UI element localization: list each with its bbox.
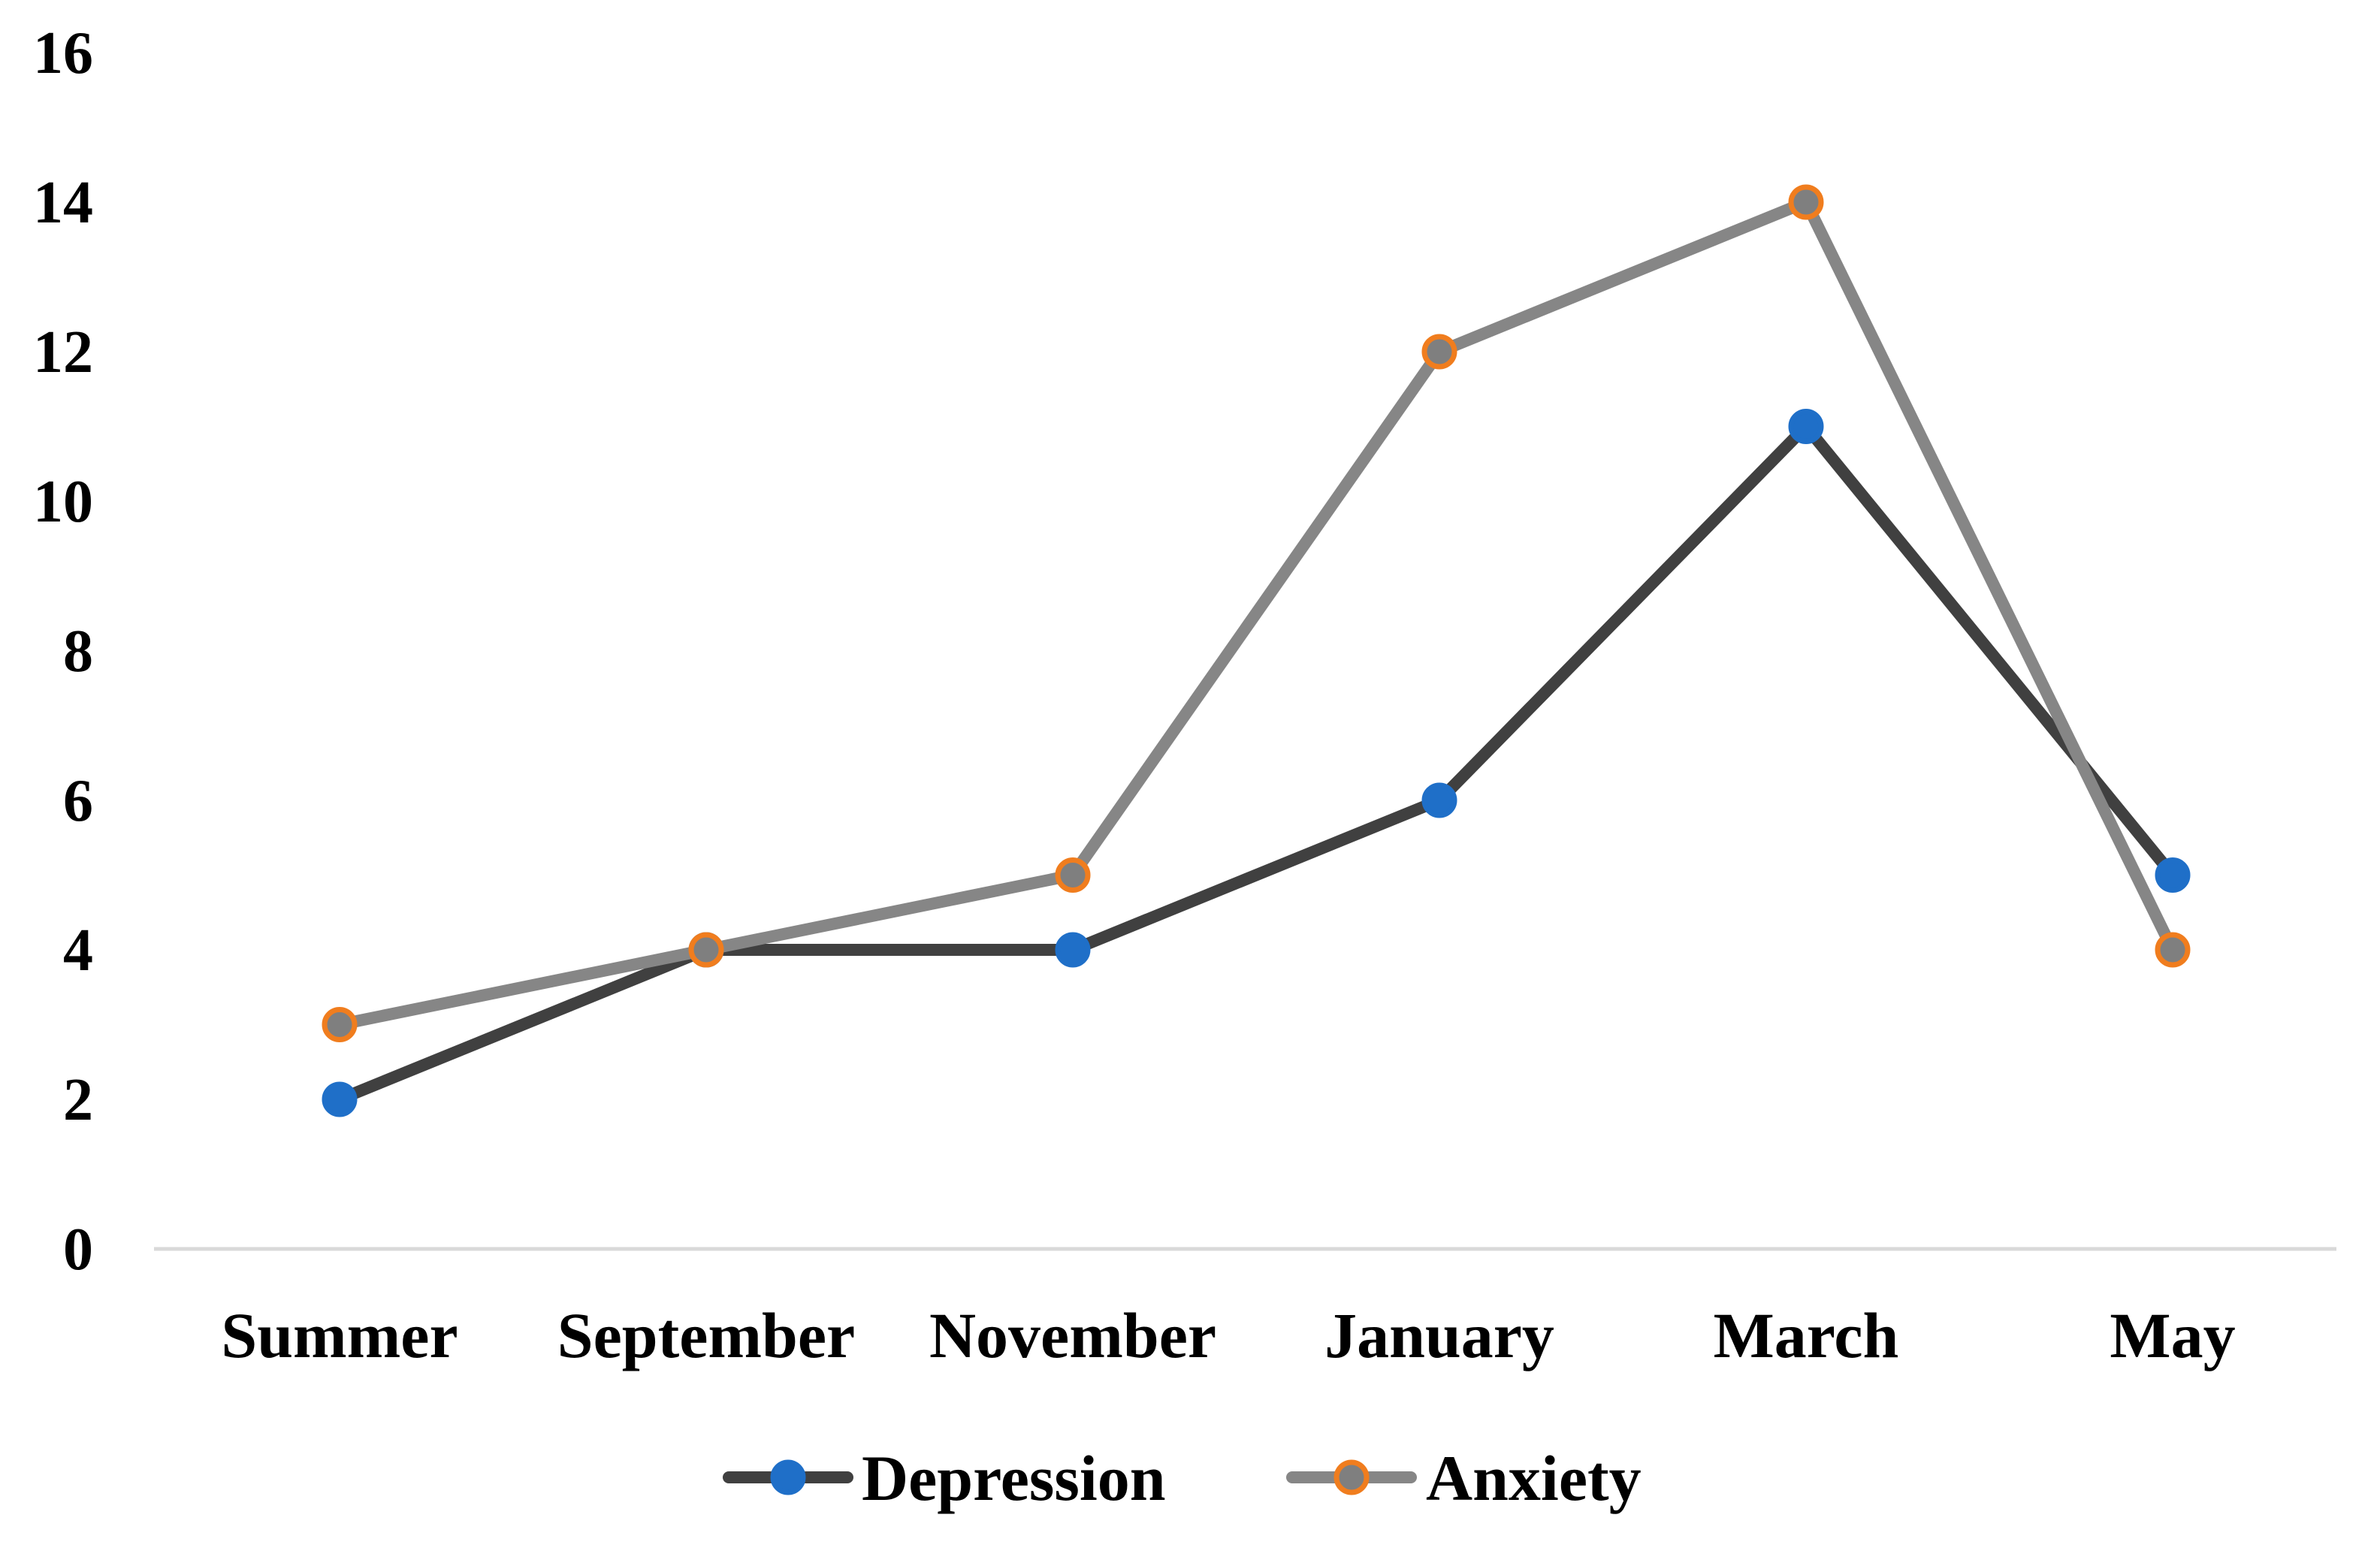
legend-marker: [1333, 1459, 1370, 1495]
x-tick-label: November: [929, 1299, 1216, 1371]
y-tick-label: 6: [63, 768, 93, 834]
data-point-depression: [1421, 782, 1457, 818]
legend-item-depression: Depression: [723, 1442, 1166, 1514]
y-tick-label: 4: [63, 918, 93, 984]
x-tick-label: January: [1324, 1299, 1554, 1371]
data-point-depression: [2155, 857, 2191, 893]
data-point-anxiety: [1055, 857, 1091, 893]
y-tick-label: 10: [33, 469, 93, 535]
y-tick-label: 0: [63, 1217, 93, 1283]
data-point-depression: [1055, 932, 1091, 968]
y-axis-tick-labels: 0 2 4 6 8 10 12 14 16: [33, 20, 93, 1283]
series-line-anxiety: [334, 196, 2179, 1031]
legend-marker: [770, 1459, 806, 1495]
series-line-depression: [334, 420, 2179, 1105]
data-point-depression: [322, 1081, 358, 1117]
series-layer: [322, 184, 2191, 1117]
series-depression: [322, 409, 2191, 1117]
series-anxiety: [322, 184, 2191, 1042]
legend: Depression Anxiety: [723, 1442, 1642, 1514]
x-axis-tick-labels: Summer September November January March May: [221, 1299, 2235, 1371]
x-tick-label: May: [2110, 1299, 2235, 1371]
data-point-anxiety: [2155, 932, 2191, 968]
data-point-anxiety: [1421, 334, 1457, 370]
data-point-anxiety: [322, 1007, 358, 1042]
data-point-anxiety: [688, 932, 724, 968]
y-tick-label: 8: [63, 618, 93, 685]
data-point-depression: [1788, 409, 1824, 444]
x-tick-label: September: [557, 1299, 855, 1371]
legend-item-anxiety: Anxiety: [1286, 1442, 1642, 1514]
y-tick-label: 14: [33, 170, 93, 236]
x-tick-label: March: [1714, 1299, 1899, 1371]
legend-label: Depression: [862, 1442, 1166, 1514]
data-point-anxiety: [1788, 184, 1824, 220]
legend-label: Anxiety: [1426, 1442, 1642, 1514]
y-tick-label: 12: [33, 319, 93, 385]
x-tick-label: Summer: [221, 1299, 458, 1371]
y-tick-label: 2: [63, 1067, 93, 1133]
y-tick-label: 16: [33, 20, 93, 86]
